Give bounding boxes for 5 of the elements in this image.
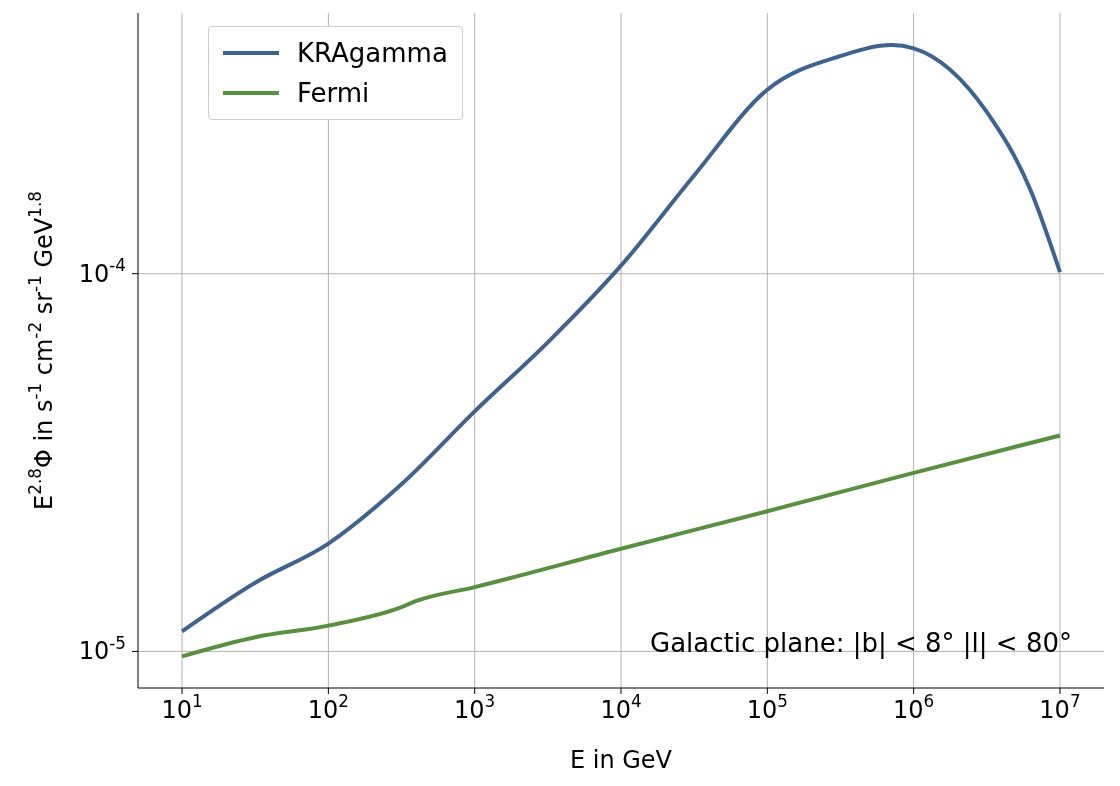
text: E2.8Φ in s-1 cm-2 sr-1 GeV1.8 (25, 191, 58, 510)
legend-label: KRAgamma (297, 38, 448, 68)
legend-label: Fermi (297, 78, 370, 108)
x-axis-title: E in GeV (569, 746, 673, 774)
annotation: Galactic plane: |b| < 8° |l| < 80° (650, 628, 1072, 658)
